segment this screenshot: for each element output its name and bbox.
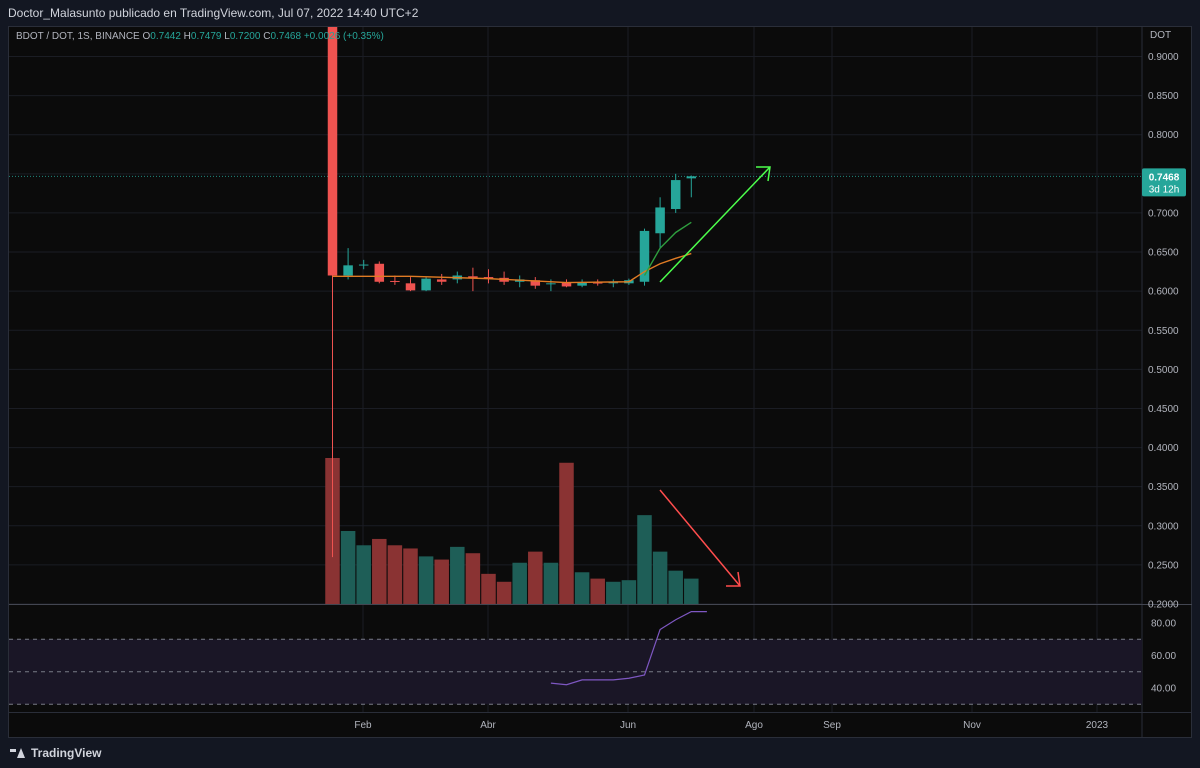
last-price-value: 0.7468 — [1149, 172, 1180, 183]
last-price-countdown: 3d 12h — [1149, 184, 1180, 195]
volume-bar — [652, 551, 668, 604]
volume-bar — [372, 538, 387, 604]
candle-body — [546, 283, 556, 285]
y-tick-label: 0.7000 — [1148, 208, 1179, 219]
high-label: H — [183, 31, 191, 42]
trend-down-arrow — [659, 489, 741, 587]
volume-bar — [621, 580, 637, 604]
y-tick-label: 0.5500 — [1148, 326, 1179, 337]
volume-bar — [590, 578, 605, 604]
x-tick-label: Jun — [620, 720, 636, 731]
volume-bar — [434, 559, 449, 604]
volume-bar — [387, 545, 403, 604]
chart-frame[interactable] — [8, 26, 1192, 738]
trend-up-arrow — [659, 166, 771, 283]
change-value: +0.0026 (+0.35%) — [303, 31, 384, 42]
y-tick-label: 0.8000 — [1148, 130, 1179, 141]
rsi-tick-label: 40.00 — [1151, 684, 1176, 695]
volume-bar — [606, 581, 621, 604]
x-tick-label: Ago — [745, 720, 763, 731]
candle-body — [468, 276, 478, 278]
volume-bar — [450, 546, 465, 604]
volume-bar — [340, 531, 356, 604]
symbol-name: BDOT / DOT, 1S, BINANCE — [16, 31, 140, 42]
open-value: 0.7442 — [150, 31, 181, 42]
close-value: 0.7468 — [270, 31, 302, 42]
tradingview-logo-icon — [10, 747, 26, 759]
close-label: C — [263, 31, 271, 42]
volume-bar — [403, 548, 418, 604]
volume-bar — [574, 572, 590, 604]
candle-body — [405, 283, 416, 291]
candle-body — [639, 230, 650, 282]
candle-body — [358, 264, 369, 266]
volume-bar — [559, 462, 574, 604]
candle-body — [390, 280, 400, 282]
y-tick-label: 0.5000 — [1148, 365, 1179, 376]
ma-slow-line — [332, 252, 692, 284]
y-tick-label: 0.4500 — [1148, 404, 1179, 415]
x-tick-label: Abr — [480, 720, 496, 731]
candle-body — [561, 282, 572, 287]
y-tick-label: 0.2000 — [1148, 600, 1179, 611]
candle-body — [436, 279, 447, 282]
rsi-tick-label: 80.00 — [1151, 619, 1176, 630]
y-tick-label: 0.9000 — [1148, 52, 1179, 63]
candle-body — [686, 176, 697, 179]
candle-body — [577, 282, 587, 286]
volume-bar — [356, 545, 371, 604]
candle-body — [374, 263, 385, 282]
candle-body — [670, 180, 681, 210]
candle-body — [655, 207, 665, 234]
volume-bar — [684, 578, 699, 604]
publish-header: Doctor_Malasunto publicado en TradingVie… — [0, 0, 1200, 26]
y-tick-label: 0.6500 — [1148, 248, 1179, 259]
volume-bar — [496, 581, 512, 604]
last-price-badge — [1142, 168, 1186, 197]
volume-bar — [637, 515, 652, 604]
candle-body — [592, 282, 603, 284]
brand-text: TradingView — [31, 746, 102, 760]
candle-body — [327, 27, 338, 276]
x-tick-label: Sep — [823, 720, 841, 731]
y-tick-label: 0.4000 — [1148, 443, 1179, 454]
volume-bar — [418, 556, 434, 604]
candle-body — [421, 278, 431, 291]
trend-up-arrowhead — [756, 166, 771, 182]
trend-down-arrowhead — [726, 571, 741, 587]
currency-label: DOT — [1150, 30, 1172, 41]
publish-header-text: Doctor_Malasunto publicado en TradingVie… — [8, 6, 419, 20]
candle-body — [530, 280, 541, 286]
volume-bar — [543, 562, 559, 604]
rsi-tick-label: 60.00 — [1151, 651, 1176, 662]
y-tick-label: 0.6000 — [1148, 287, 1179, 298]
volume-bar — [528, 551, 543, 604]
symbol-legend: BDOT / DOT, 1S, BINANCE O0.7442 H0.7479 … — [16, 31, 384, 42]
low-value: 0.7200 — [229, 31, 261, 42]
y-tick-label: 0.3500 — [1148, 482, 1179, 493]
footer-bar: TradingView — [0, 738, 1200, 768]
volume-bar — [481, 573, 496, 604]
y-tick-label: 0.2500 — [1148, 560, 1179, 571]
x-tick-label: Nov — [963, 720, 981, 731]
ma-fast-line — [643, 221, 692, 276]
y-tick-label: 0.8500 — [1148, 91, 1179, 102]
high-value: 0.7479 — [190, 31, 222, 42]
volume-bar — [465, 553, 481, 604]
candle-body — [343, 265, 353, 276]
low-label: L — [224, 31, 230, 42]
x-tick-label: Feb — [354, 720, 372, 731]
volume-bar — [512, 562, 527, 604]
x-tick-label: 2023 — [1086, 720, 1109, 731]
volume-bar — [668, 570, 683, 604]
tradingview-brand[interactable]: TradingView — [10, 746, 101, 760]
rsi-line — [550, 611, 707, 686]
candle-body — [483, 277, 494, 279]
y-tick-label: 0.3000 — [1148, 521, 1179, 532]
open-label: O — [142, 31, 151, 42]
